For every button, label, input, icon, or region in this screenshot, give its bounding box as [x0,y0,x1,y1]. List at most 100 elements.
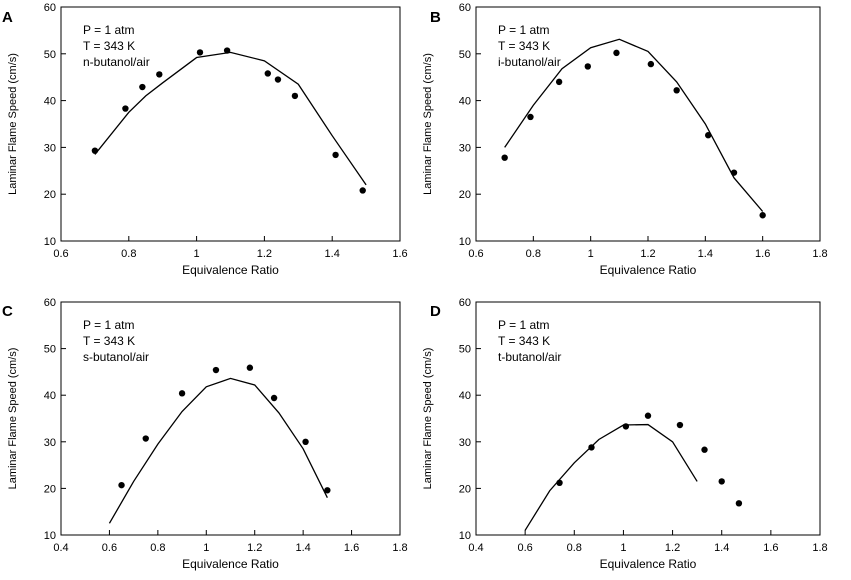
condition-annotation: n-butanol/air [83,55,150,69]
y-axis-label: Laminar Flame Speed (cm/s) [7,348,19,490]
data-point [759,212,766,219]
simulation-line [524,423,698,531]
y-tick-label: 10 [44,236,56,248]
panel-b: B 0.6 0.8 1 1.2 1.4 1.6 1.8 10 20 30 40 50 60 Equivale… [422,2,828,277]
data-point [501,154,508,161]
y-tick-label: 60 [459,2,471,14]
y-tick-label: 30 [44,142,56,154]
x-tick-label: 1.4 [325,248,340,260]
x-tick-label: 0.8 [526,248,541,260]
condition-annotation: P = 1 atm [83,23,134,37]
simulation-line [94,51,367,186]
x-tick-label: 1.6 [763,542,778,554]
panel-label: A [2,9,13,26]
x-tick-label: 1.8 [812,248,827,260]
x-tick-label: 0.8 [121,248,136,260]
x-tick-label: 1 [194,248,200,260]
y-tick-label: 30 [459,437,471,449]
x-tick-label: 0.4 [468,542,483,554]
x-tick-label: 1.2 [640,248,655,260]
y-tick-label: 20 [459,189,471,201]
data-point [735,500,743,507]
y-tick-label: 50 [44,49,56,61]
x-tick-label: 0.6 [468,248,483,260]
y-tick-label: 40 [459,390,471,402]
x-axis-label: Equivalence Ratio [600,263,697,277]
y-tick-label: 60 [459,297,471,309]
x-tick-label: 1 [203,542,209,554]
plot-frame [60,6,401,242]
data-point [718,478,725,485]
condition-annotation: t-butanol/air [498,350,561,364]
data-point [122,105,129,112]
data-point [196,49,204,56]
y-axis-label: Laminar Flame Speed (cm/s) [7,53,19,195]
y-tick-label: 20 [44,483,56,495]
data-point [212,366,220,374]
x-tick-label: 0.6 [53,248,68,260]
y-tick-label: 60 [44,2,56,14]
y-tick-label: 40 [44,96,56,108]
condition-annotation: P = 1 atm [498,318,549,332]
simulation-line [504,38,764,212]
y-tick-label: 10 [459,236,471,248]
x-tick-label: 1.8 [392,542,407,554]
y-tick-label: 10 [459,530,471,542]
data-point [142,435,149,442]
data-point [622,423,630,430]
y-tick-label: 50 [459,344,471,356]
data-point [178,390,186,397]
x-tick-label: 1 [620,542,626,554]
data-point [264,70,271,77]
y-axis-label: Laminar Flame Speed (cm/s) [422,348,434,490]
data-point [673,87,680,94]
condition-annotation: T = 343 K [498,334,550,348]
data-point [584,63,591,70]
data-point [644,412,652,419]
x-tick-label: 1.2 [247,542,262,554]
data-point [302,438,309,445]
data-point [332,151,339,159]
panel-a: A 0.6 0.8 1 1.2 1.4 1.6 10 20 30 40 50 60 Equivalence… [2,2,408,277]
condition-annotation: T = 343 K [83,334,135,348]
x-tick-label: 0.8 [150,542,165,554]
data-point [359,187,366,194]
condition-annotation: P = 1 atm [498,23,549,37]
panel-label: D [430,303,441,320]
panel-c: C 0.4 0.6 0.8 1 1.2 1.4 1.6 1.8 10 20 30 40 50 60 Equiv… [2,297,408,571]
condition-annotation: T = 343 K [498,39,550,53]
data-point [324,487,331,494]
x-tick-label: 1.8 [812,542,827,554]
x-tick-label: 0.4 [53,542,68,554]
data-point [291,92,299,100]
x-tick-label: 1.4 [295,542,310,554]
y-tick-label: 60 [44,297,56,309]
data-point [701,446,708,453]
x-tick-label: 1 [588,248,594,260]
data-point [613,49,620,57]
y-tick-label: 40 [459,96,471,108]
x-axis-label: Equivalence Ratio [182,557,279,571]
plot-frame [60,301,401,536]
condition-annotation: s-butanol/air [83,350,149,364]
x-axis-label: Equivalence Ratio [600,557,697,571]
plot-frame [475,301,821,536]
x-tick-label: 1.4 [714,542,729,554]
x-tick-label: 1.6 [344,542,359,554]
y-tick-label: 30 [44,437,56,449]
y-tick-label: 20 [44,189,56,201]
x-tick-label: 0.6 [517,542,532,554]
x-tick-label: 1.6 [755,248,770,260]
x-tick-label: 1.2 [665,542,680,554]
data-point [555,78,563,86]
data-point [118,481,125,489]
data-point [246,364,254,371]
y-tick-label: 30 [459,142,471,154]
y-tick-label: 10 [44,530,56,542]
data-point [676,421,684,429]
condition-annotation: P = 1 atm [83,318,134,332]
panel-d: D 0.4 0.6 0.8 1 1.2 1.4 1.6 1.8 10 20 30 40 50 60 Equiv… [422,297,828,571]
panel-label: C [2,303,13,320]
y-tick-label: 50 [44,344,56,356]
y-axis-label: Laminar Flame Speed (cm/s) [422,53,434,195]
